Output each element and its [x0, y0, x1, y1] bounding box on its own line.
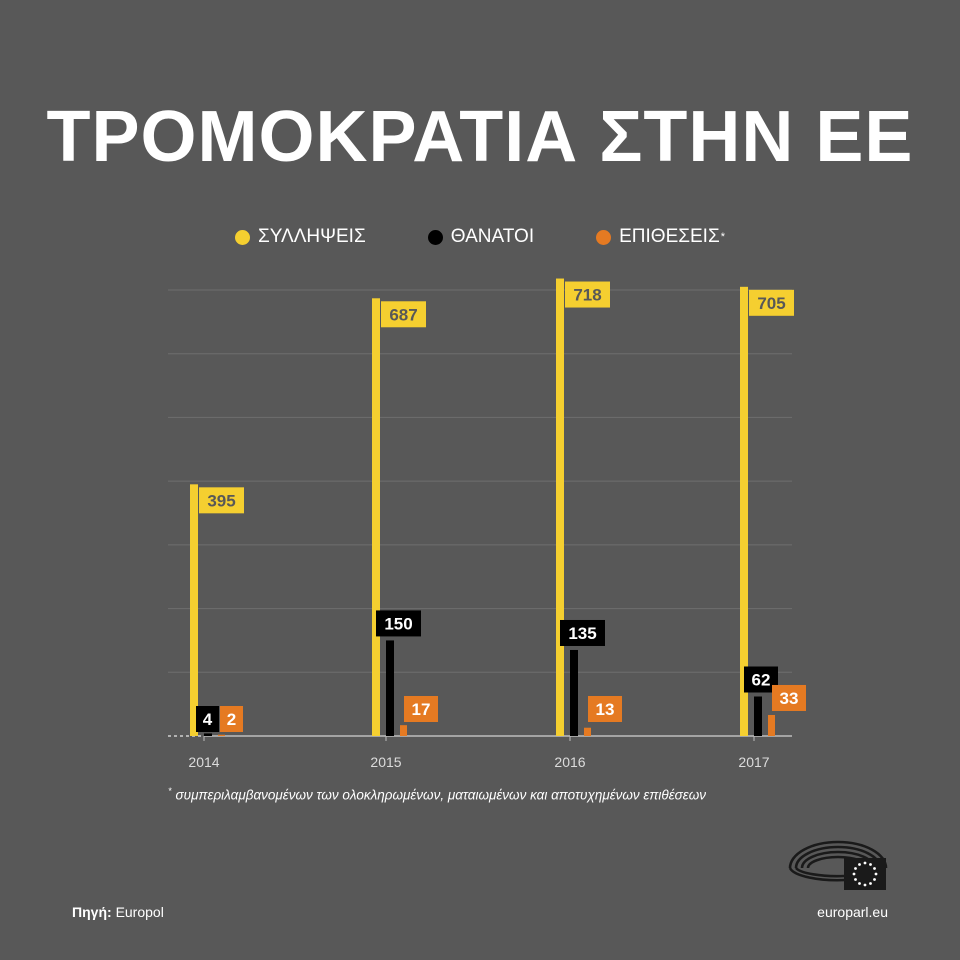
legend-dot-attacks [596, 229, 612, 245]
data-label-box [376, 610, 421, 637]
source-label: Πηγή: [72, 904, 112, 920]
bar-arrests [190, 484, 198, 736]
x-tick-label: 2014 [188, 754, 219, 770]
page-title: ΤΡΟΜΟΚΡΑΤΙΑ ΣΤΗΝ ΕΕ [46, 97, 914, 177]
bar-deaths [204, 733, 212, 736]
bar-deaths [754, 696, 762, 736]
chart-legend: ΣΥΛΛΗΨΕΙΣ ΘΑΝΑΤΟΙ ΕΠΙΘΕΣΕΙΣ * [0, 226, 960, 248]
data-label-box [196, 706, 219, 732]
legend-item-deaths: ΘΑΝΑΤΟΙ [427, 226, 535, 248]
data-label: 687 [389, 305, 417, 324]
data-label-box [588, 696, 622, 722]
x-tick-label: 2017 [738, 754, 769, 770]
data-label: 718 [573, 286, 601, 305]
legend-label-deaths: ΘΑΝΑΤΟΙ [450, 226, 535, 247]
data-label-box [560, 619, 605, 646]
bar-deaths [386, 640, 394, 736]
footnote-mark: * [168, 786, 172, 796]
bar-arrests [372, 298, 380, 736]
data-label-box [220, 706, 243, 732]
data-label: 33 [780, 689, 799, 708]
data-label: 4 [203, 710, 213, 729]
data-label-box [404, 696, 438, 722]
bar-arrests [556, 278, 564, 736]
legend-footnote-mark: * [720, 231, 725, 243]
footnote: * συμπεριλαμβανομένων των ολοκληρωμένων, … [168, 786, 706, 803]
legend-label-attacks: ΕΠΙΘΕΣΕΙΣ [619, 226, 720, 247]
european-parliament-logo [788, 840, 888, 890]
legend-item-attacks: ΕΠΙΘΕΣΕΙΣ * [596, 226, 725, 248]
bar-attacks [218, 734, 225, 736]
legend-dot-deaths [427, 229, 443, 245]
bar-arrests [740, 286, 748, 736]
site-url[interactable]: europarl.eu [817, 904, 888, 920]
data-label-box [772, 684, 806, 711]
data-label: 13 [596, 700, 615, 719]
bar-attacks [768, 714, 775, 736]
data-label-box [749, 289, 794, 316]
bar-deaths [570, 649, 578, 736]
bar-attacks [584, 727, 591, 736]
data-label: 135 [568, 624, 596, 643]
data-label: 150 [384, 614, 412, 633]
source-value: Europol [115, 904, 164, 920]
bar-attacks [400, 725, 407, 736]
data-label-box [199, 487, 244, 514]
legend-dot-arrests [235, 229, 251, 245]
data-label-box [381, 301, 426, 328]
source-credit: Πηγή: Europol [72, 904, 164, 920]
data-label: 705 [757, 294, 785, 313]
data-label: 62 [752, 670, 771, 689]
data-label: 2 [227, 710, 236, 729]
data-label-box [565, 281, 610, 308]
legend-item-arrests: ΣΥΛΛΗΨΕΙΣ [235, 226, 366, 248]
data-label: 395 [207, 491, 235, 510]
data-label: 17 [412, 700, 431, 719]
footnote-text: συμπεριλαμβανομένων των ολοκληρωμένων, μ… [175, 787, 706, 803]
x-tick-label: 2015 [370, 754, 401, 770]
x-tick-label: 2016 [554, 754, 585, 770]
legend-label-arrests: ΣΥΛΛΗΨΕΙΣ [258, 226, 366, 247]
